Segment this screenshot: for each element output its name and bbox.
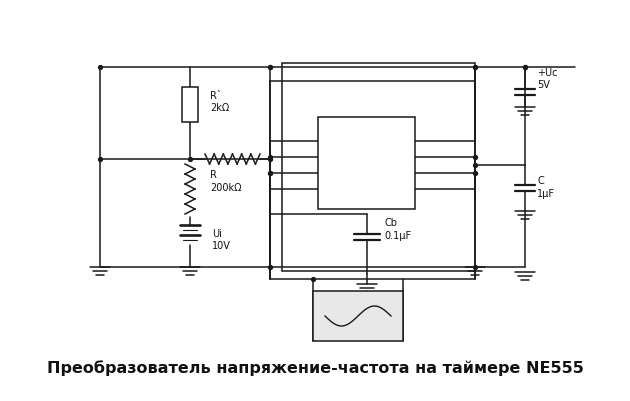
Bar: [318, 118, 415, 209]
Text: VCC: VCC: [384, 137, 399, 146]
Text: 10V: 10V: [212, 241, 231, 250]
Text: Cb: Cb: [384, 217, 398, 227]
Bar: [270, 82, 475, 279]
Text: OUT: OUT: [333, 169, 348, 178]
Text: 555: 555: [357, 123, 376, 133]
Text: 2kΩ: 2kΩ: [210, 103, 229, 113]
Bar: [313, 291, 403, 341]
Text: +Uc: +Uc: [537, 68, 558, 78]
Text: THR: THR: [384, 169, 399, 178]
Text: RES: RES: [333, 185, 348, 194]
Text: R`: R`: [210, 91, 222, 101]
Text: DIS: DIS: [384, 153, 399, 162]
Bar: [182, 88, 198, 123]
Text: 1µF: 1µF: [537, 188, 555, 198]
Text: C: C: [537, 176, 544, 186]
Bar: [282, 64, 475, 271]
Text: 200kΩ: 200kΩ: [210, 182, 241, 192]
Text: TRI: TRI: [333, 153, 348, 162]
Text: CON: CON: [384, 185, 399, 194]
Text: 5V: 5V: [537, 80, 550, 90]
Text: R: R: [210, 170, 217, 180]
Text: GND: GND: [333, 137, 348, 146]
Text: Ui: Ui: [212, 229, 222, 239]
Text: Преобразователь напряжение-частота на таймере NE555: Преобразователь напряжение-частота на та…: [47, 359, 583, 375]
Text: 0.1µF: 0.1µF: [384, 231, 411, 241]
